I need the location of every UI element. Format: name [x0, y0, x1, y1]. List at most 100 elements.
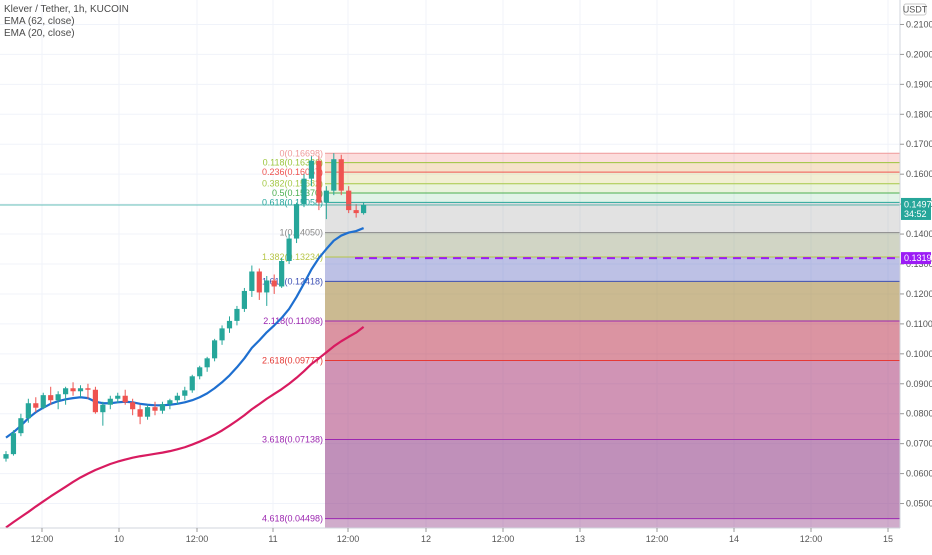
candle-body[interactable]	[219, 328, 225, 341]
fib-level-label: 1.618(0.12418)	[262, 276, 323, 286]
current-price-badge[interactable]	[901, 197, 931, 220]
fib-level-label: 4.618(0.04498)	[262, 514, 323, 524]
candle-body[interactable]	[40, 395, 46, 408]
candle-body[interactable]	[18, 418, 24, 434]
candle-body[interactable]	[48, 395, 54, 401]
candle-body[interactable]	[323, 190, 329, 203]
candle-body[interactable]	[264, 280, 270, 293]
currency-label: USDT	[903, 5, 928, 15]
candle-body[interactable]	[174, 395, 180, 401]
time-tick-label: 12	[421, 534, 431, 544]
alert-price-badge[interactable]	[901, 252, 931, 265]
time-tick-label: 11	[268, 534, 277, 544]
fib-level-label: 0.382(0.15682)	[262, 179, 323, 189]
candle-body[interactable]	[316, 160, 322, 203]
candle-body[interactable]	[85, 388, 91, 390]
candle-body[interactable]	[286, 238, 292, 262]
candle-body[interactable]	[197, 367, 203, 377]
candle-body[interactable]	[92, 389, 98, 413]
fib-band	[325, 172, 900, 184]
candle-body[interactable]	[25, 403, 31, 419]
candle-body[interactable]	[33, 403, 39, 408]
countdown-timer: 34:52	[904, 209, 927, 219]
candle-body[interactable]	[144, 407, 151, 417]
candle-body[interactable]	[100, 404, 106, 413]
ema62-line[interactable]	[5, 326, 365, 529]
time-tick-label: 12:00	[492, 534, 515, 544]
fib-band	[325, 153, 900, 163]
fib-level-label: 0.236(0.16067)	[262, 167, 323, 177]
candle-body[interactable]	[3, 454, 9, 459]
fib-band	[325, 518, 900, 528]
indicator-ema20-label[interactable]: EMA (20, close)	[4, 28, 75, 39]
fib-level-label: 1(0.14050)	[279, 228, 323, 238]
candle-body[interactable]	[338, 159, 344, 191]
candle-body[interactable]	[234, 308, 240, 321]
candle-body[interactable]	[189, 376, 195, 391]
price-tick-label: 0.05000	[906, 499, 932, 509]
candle-body[interactable]	[241, 290, 247, 309]
candle-body[interactable]	[115, 395, 121, 399]
time-tick-label: 12:00	[646, 534, 669, 544]
candle-body[interactable]	[70, 388, 76, 392]
candle-body[interactable]	[346, 190, 352, 211]
fib-band	[325, 281, 900, 321]
candle-body[interactable]	[331, 159, 337, 191]
fib-level-label: 0.118(0.16386)	[263, 158, 323, 168]
candle-body[interactable]	[301, 178, 307, 205]
candle-body[interactable]	[293, 204, 300, 239]
candle-body[interactable]	[256, 271, 262, 293]
currency-box[interactable]	[903, 3, 927, 16]
fib-level-label: 0(0.16698)	[279, 148, 323, 158]
fib-level-label: 0.618(0.15058)	[262, 197, 323, 207]
fib-level-label: 1.382(0.13234)	[262, 252, 323, 262]
candle-body[interactable]	[63, 388, 69, 395]
fib-level-label: 0.5(0.15370)	[272, 188, 323, 198]
current-price-value: 0.14972	[904, 199, 932, 209]
candle-body[interactable]	[77, 388, 84, 392]
fib-band	[325, 202, 900, 233]
candle-body[interactable]	[361, 205, 367, 214]
candle-body[interactable]	[130, 402, 136, 410]
candle-body[interactable]	[212, 340, 218, 359]
candle-body[interactable]	[353, 210, 359, 214]
time-tick-label: 12:00	[31, 534, 54, 544]
candle-body[interactable]	[182, 390, 188, 396]
candle-body[interactable]	[137, 409, 143, 417]
symbol-title[interactable]: Klever / Tether, 1h, KUCOIN	[4, 4, 129, 15]
candle-body[interactable]	[249, 271, 255, 291]
indicator-ema62-label[interactable]: EMA (62, close)	[4, 16, 75, 27]
fib-band	[325, 256, 900, 282]
candle-body[interactable]	[10, 433, 17, 455]
candle-body[interactable]	[271, 280, 277, 287]
candle-body[interactable]	[152, 407, 158, 411]
candle-body[interactable]	[204, 358, 210, 368]
candle-body[interactable]	[107, 398, 113, 405]
candle-body[interactable]	[159, 404, 166, 411]
candle-body[interactable]	[279, 261, 285, 287]
candle-body[interactable]	[122, 395, 128, 403]
time-axis-bg	[0, 528, 932, 550]
candle-body[interactable]	[55, 394, 61, 401]
time-tick-label: 12:00	[186, 534, 209, 544]
fib-band	[325, 183, 900, 194]
candle-body[interactable]	[226, 320, 233, 329]
fib-band	[325, 193, 900, 203]
candle-body[interactable]	[308, 160, 315, 179]
time-tick-label: 13	[575, 534, 585, 544]
fib-level-label: 2.618(0.09777)	[262, 356, 323, 366]
candle-body[interactable]	[167, 400, 173, 405]
fib-band	[325, 360, 900, 440]
